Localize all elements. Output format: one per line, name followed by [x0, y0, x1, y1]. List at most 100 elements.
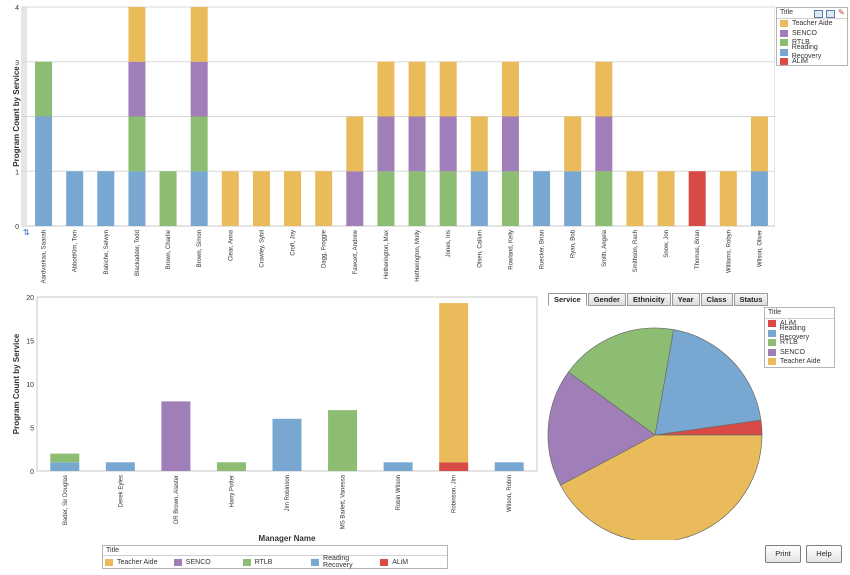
legend-swatch — [311, 558, 320, 566]
bar-segment — [439, 116, 457, 172]
bar-segment — [190, 171, 208, 226]
bar-segment — [190, 116, 208, 172]
bar-segment — [190, 7, 208, 62]
x-tick-label: Croft, Joy — [291, 230, 297, 256]
bar-segment — [128, 7, 146, 62]
legend-swatch — [768, 358, 776, 366]
legend-label: SENCO — [185, 558, 211, 566]
sort-icon: ⇅ — [23, 228, 30, 237]
bar-segment — [66, 171, 84, 226]
legend-label: RTLB — [780, 339, 798, 346]
bar-segment — [128, 171, 146, 226]
x-tick-label: Brown, Simon — [197, 230, 203, 267]
bar-segment — [35, 116, 53, 226]
x-tick-label: Dagg, Froggie — [322, 229, 328, 268]
tab-ethnicity[interactable]: Ethnicity — [626, 293, 671, 306]
legend-swatch — [242, 558, 251, 566]
pie-chart-legend: Title ALiM Reading Recovery RTLB SENCO Teach… — [764, 307, 835, 368]
legend-label: Teacher Aide — [117, 558, 158, 566]
legend-item: SENCO — [172, 558, 241, 566]
pie-slice — [567, 327, 674, 436]
bar-segment — [595, 171, 613, 226]
y-axis-label: Program Count by Service — [12, 66, 21, 167]
print-button[interactable]: Print — [765, 545, 801, 563]
legend-swatch — [780, 20, 788, 28]
legend-item: RTLB — [777, 38, 847, 48]
x-tick-label: Derek Eyles — [118, 475, 124, 507]
x-tick-label: Ruecker, Brian — [540, 230, 546, 269]
bar-segment — [383, 462, 413, 471]
y-tick-label: 4 — [15, 5, 19, 12]
x-tick-label: Jones, Iris — [446, 230, 452, 257]
legend-item: RTLB — [241, 558, 310, 566]
x-tick-label: AbbottKim, Tom — [73, 230, 79, 272]
bar-segment — [595, 61, 613, 117]
bar-segment — [564, 171, 582, 226]
bar-segment — [439, 171, 457, 226]
help-button[interactable]: Help — [806, 545, 842, 563]
legend-swatch — [780, 58, 788, 66]
legend-item: ALiM — [765, 319, 834, 329]
bar-segment — [328, 410, 358, 471]
legend-swatch — [105, 558, 113, 566]
legend-label: SENCO — [780, 348, 805, 356]
tab-status[interactable]: Status — [733, 293, 769, 306]
legend-swatch — [768, 320, 776, 328]
legend-item: Teacher Aide — [103, 558, 172, 566]
legend-item: SENCO — [765, 348, 834, 358]
x-tick-label: Aardvarkaa, Saarah — [42, 230, 48, 283]
legend-settings-icon[interactable] — [814, 10, 823, 18]
bar-segment — [346, 116, 364, 172]
legend-window-icon[interactable] — [826, 10, 835, 18]
x-tick-label: Thomas, Brian — [695, 230, 701, 269]
manager-chart-legend: Title Teacher Aide SENCO RTLB Reading Recov… — [102, 545, 448, 569]
bar-segment — [346, 171, 364, 226]
legend-swatch — [780, 48, 788, 56]
legend-item: Reading Recovery — [765, 325, 834, 341]
bar-segment — [595, 116, 613, 172]
service-pie-chart — [547, 327, 763, 540]
y-tick-label: 2 — [15, 115, 19, 122]
x-tick-label: Bader, Sir Douglas — [63, 475, 69, 525]
bar-segment — [501, 116, 519, 172]
tab-class[interactable]: Class — [700, 293, 733, 306]
x-tick-label: Babiche, Selwyn — [104, 230, 110, 274]
bar-segment — [377, 171, 395, 226]
legend-swatch — [780, 29, 788, 37]
legend-label: Teacher Aide — [780, 358, 821, 365]
bar-segment — [564, 116, 582, 172]
legend-item: Teacher Aide — [765, 357, 834, 367]
tab-year[interactable]: Year — [671, 293, 700, 306]
tab-gender[interactable]: Gender — [587, 293, 626, 306]
y-tick-label: 10 — [26, 382, 34, 389]
bar-segment — [128, 116, 146, 172]
x-tick-label: DR Brown, Alaster — [174, 475, 180, 524]
bar-segment — [719, 171, 737, 226]
legend-label: Reading Recovery — [323, 555, 353, 569]
x-tick-label: Rowland, Kelly — [508, 230, 514, 270]
bar-segment — [470, 116, 488, 172]
y-tick-label: 15 — [26, 339, 34, 346]
x-tick-label: Wilson, Oliver — [757, 230, 763, 267]
legend-edit-icon[interactable]: ✎ — [838, 8, 845, 17]
bar-segment — [533, 171, 551, 226]
legend-swatch — [173, 558, 182, 566]
legend-item: Reading Recovery — [777, 44, 847, 60]
legend-label: ALiM — [780, 320, 796, 327]
bar-segment — [252, 171, 270, 226]
bar-segment — [439, 303, 469, 463]
pie-slice — [547, 371, 656, 486]
x-tick-label: Snow, Jon — [664, 230, 670, 258]
bar-segment — [470, 171, 488, 226]
bar-segment — [216, 462, 246, 471]
y-axis-label: Program Count by Service — [12, 333, 21, 434]
x-tick-label: Hetherington, Molly — [415, 230, 421, 282]
bar-segment — [626, 171, 644, 226]
bar-segment — [50, 462, 80, 471]
legend-title: Title ✎ — [777, 8, 847, 19]
legend-label: Teacher Aide — [792, 20, 833, 27]
bar-segment — [284, 171, 302, 226]
tab-service[interactable]: Service — [548, 293, 587, 306]
legend-label: SENCO — [792, 29, 817, 37]
x-tick-label: Olsen, Callum — [477, 230, 483, 268]
